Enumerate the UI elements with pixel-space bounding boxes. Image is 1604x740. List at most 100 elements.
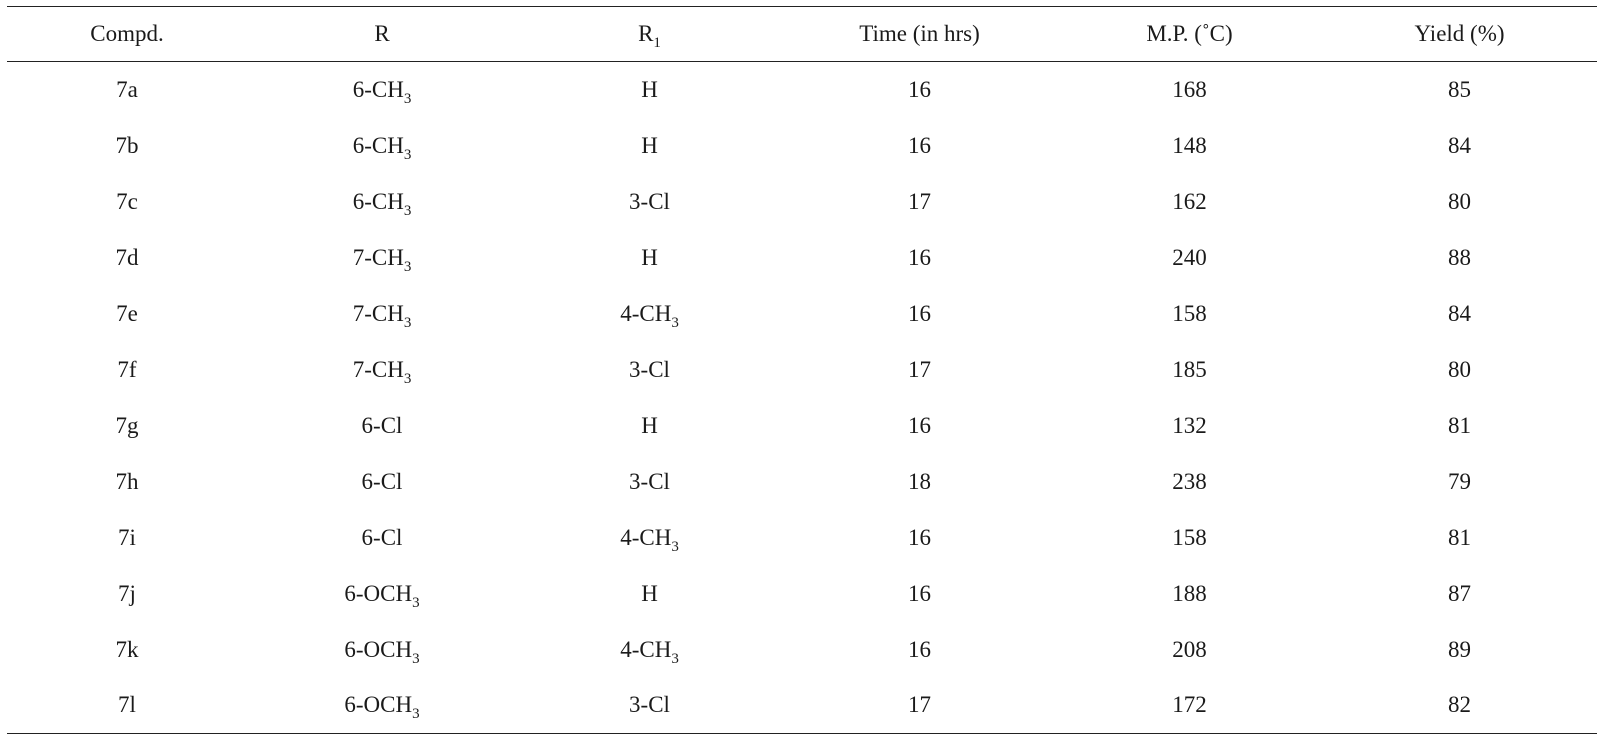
cell-mp: 158	[1172, 524, 1207, 550]
compound-data-table: Compd. R R1 Time (in hrs) M.P. (˚C) Yiel…	[7, 6, 1597, 734]
table-body: 7a 6-CH3 H 16 168 85 7b 6-CH3 H 16 148 84 7c 6-CH3 3-C…	[7, 62, 1597, 734]
cell-mp: 158	[1172, 300, 1207, 326]
table-row: 7f 7-CH3 3-Cl 17 185 80	[7, 342, 1597, 398]
cell-compd: 7g	[115, 412, 139, 438]
cell-compd: 7j	[118, 580, 136, 606]
cell-r: 6-OCH3	[344, 580, 420, 611]
cell-mp: 240	[1172, 244, 1207, 270]
header-r1: R1	[517, 6, 782, 62]
cell-time: 17	[908, 188, 931, 214]
cell-compd: 7h	[115, 468, 139, 494]
cell-compd: 7d	[115, 244, 139, 270]
cell-r1: H	[641, 412, 658, 438]
cell-time: 16	[908, 580, 931, 606]
cell-time: 16	[908, 244, 931, 270]
cell-r1: H	[641, 76, 658, 102]
cell-compd: 7c	[116, 188, 138, 214]
cell-yield: 80	[1448, 356, 1471, 382]
cell-r: 6-Cl	[361, 524, 403, 550]
cell-r-subscript: 3	[403, 202, 412, 219]
table-row: 7a 6-CH3 H 16 168 85	[7, 62, 1597, 118]
table-row: 7g 6-Cl H 16 132 81	[7, 398, 1597, 454]
cell-time: 16	[908, 636, 931, 662]
cell-yield: 88	[1448, 244, 1471, 270]
cell-r1: H	[641, 580, 658, 606]
table-header: Compd. R R1 Time (in hrs) M.P. (˚C) Yiel…	[7, 6, 1597, 62]
cell-compd: 7e	[116, 300, 138, 326]
table-row: 7j 6-OCH3 H 16 188 87	[7, 566, 1597, 622]
cell-r: 6-CH3	[352, 132, 412, 163]
table-row: 7d 7-CH3 H 16 240 88	[7, 230, 1597, 286]
cell-mp: 162	[1172, 188, 1207, 214]
cell-time: 16	[908, 76, 931, 102]
cell-time: 17	[782, 677, 1057, 734]
cell-yield: 80	[1448, 188, 1471, 214]
header-r: R	[247, 6, 517, 62]
header-r1-subscript: 1	[653, 35, 661, 51]
cell-mp: 208	[1172, 636, 1207, 662]
table-row: 7l 6-OCH3 3-Cl 17 172 82	[7, 677, 1597, 734]
table-row: 7i 6-Cl 4-CH3 16 158 81	[7, 510, 1597, 566]
cell-yield: 85	[1448, 76, 1471, 102]
cell-yield: 84	[1448, 300, 1471, 326]
cell-yield: 79	[1448, 468, 1471, 494]
cell-time: 17	[908, 356, 931, 382]
cell-r-subscript: 3	[412, 706, 420, 723]
cell-mp: 148	[1172, 132, 1207, 158]
cell-time: 16	[908, 524, 931, 550]
cell-r1: 4-CH3	[620, 524, 679, 555]
cell-r-subscript: 3	[412, 594, 420, 611]
cell-r1: 3-Cl	[629, 356, 670, 382]
cell-mp: 168	[1172, 76, 1207, 102]
cell-r-subscript: 3	[403, 146, 412, 163]
cell-r: 7-CH3	[352, 300, 412, 331]
cell-r1-subscript: 3	[671, 538, 679, 555]
cell-r1-subscript: 3	[671, 314, 679, 331]
header-row: Compd. R R1 Time (in hrs) M.P. (˚C) Yiel…	[7, 6, 1597, 62]
cell-mp: 238	[1172, 468, 1207, 494]
cell-time: 16	[908, 412, 931, 438]
header-time: Time (in hrs)	[782, 6, 1057, 62]
cell-time: 16	[908, 132, 931, 158]
header-yield: Yield (%)	[1322, 6, 1597, 62]
cell-time: 16	[908, 300, 931, 326]
cell-r1: H	[641, 132, 658, 158]
cell-compd: 7k	[115, 636, 139, 662]
cell-mp: 188	[1172, 580, 1207, 606]
cell-compd: 7i	[118, 524, 136, 550]
cell-time: 18	[908, 468, 931, 494]
header-mp: M.P. (˚C)	[1057, 6, 1322, 62]
table-row: 7c 6-CH3 3-Cl 17 162 80	[7, 174, 1597, 230]
table-row: 7h 6-Cl 3-Cl 18 238 79	[7, 454, 1597, 510]
cell-r: 6-CH3	[352, 76, 412, 107]
cell-r: 7-CH3	[352, 356, 412, 387]
cell-mp: 172	[1057, 677, 1322, 734]
cell-r-subscript: 3	[403, 314, 412, 331]
cell-compd: 7b	[115, 132, 139, 158]
cell-r1-subscript: 3	[671, 650, 679, 667]
cell-yield: 89	[1448, 636, 1471, 662]
cell-yield: 81	[1448, 524, 1471, 550]
cell-compd: 7f	[117, 356, 137, 382]
cell-mp: 185	[1172, 356, 1207, 382]
table-row: 7e 7-CH3 4-CH3 16 158 84	[7, 286, 1597, 342]
cell-r1: 4-CH3	[620, 300, 679, 331]
cell-yield: 84	[1448, 132, 1471, 158]
cell-yield: 87	[1448, 580, 1471, 606]
cell-mp: 132	[1172, 412, 1207, 438]
cell-r1: H	[641, 244, 658, 270]
cell-compd: 7l	[7, 677, 247, 734]
cell-compd: 7a	[116, 76, 138, 102]
cell-r1: 3-Cl	[629, 468, 670, 494]
cell-r-subscript: 3	[403, 370, 412, 387]
cell-r: 6-CH3	[352, 188, 412, 219]
cell-yield: 81	[1448, 412, 1471, 438]
cell-r: 6-Cl	[361, 468, 403, 494]
cell-yield: 82	[1322, 677, 1597, 734]
cell-r: 7-CH3	[352, 244, 412, 275]
cell-r: 6-Cl	[361, 412, 403, 438]
cell-r1: 4-CH3	[620, 636, 679, 667]
table-row: 7b 6-CH3 H 16 148 84	[7, 118, 1597, 174]
table-row: 7k 6-OCH3 4-CH3 16 208 89	[7, 622, 1597, 678]
